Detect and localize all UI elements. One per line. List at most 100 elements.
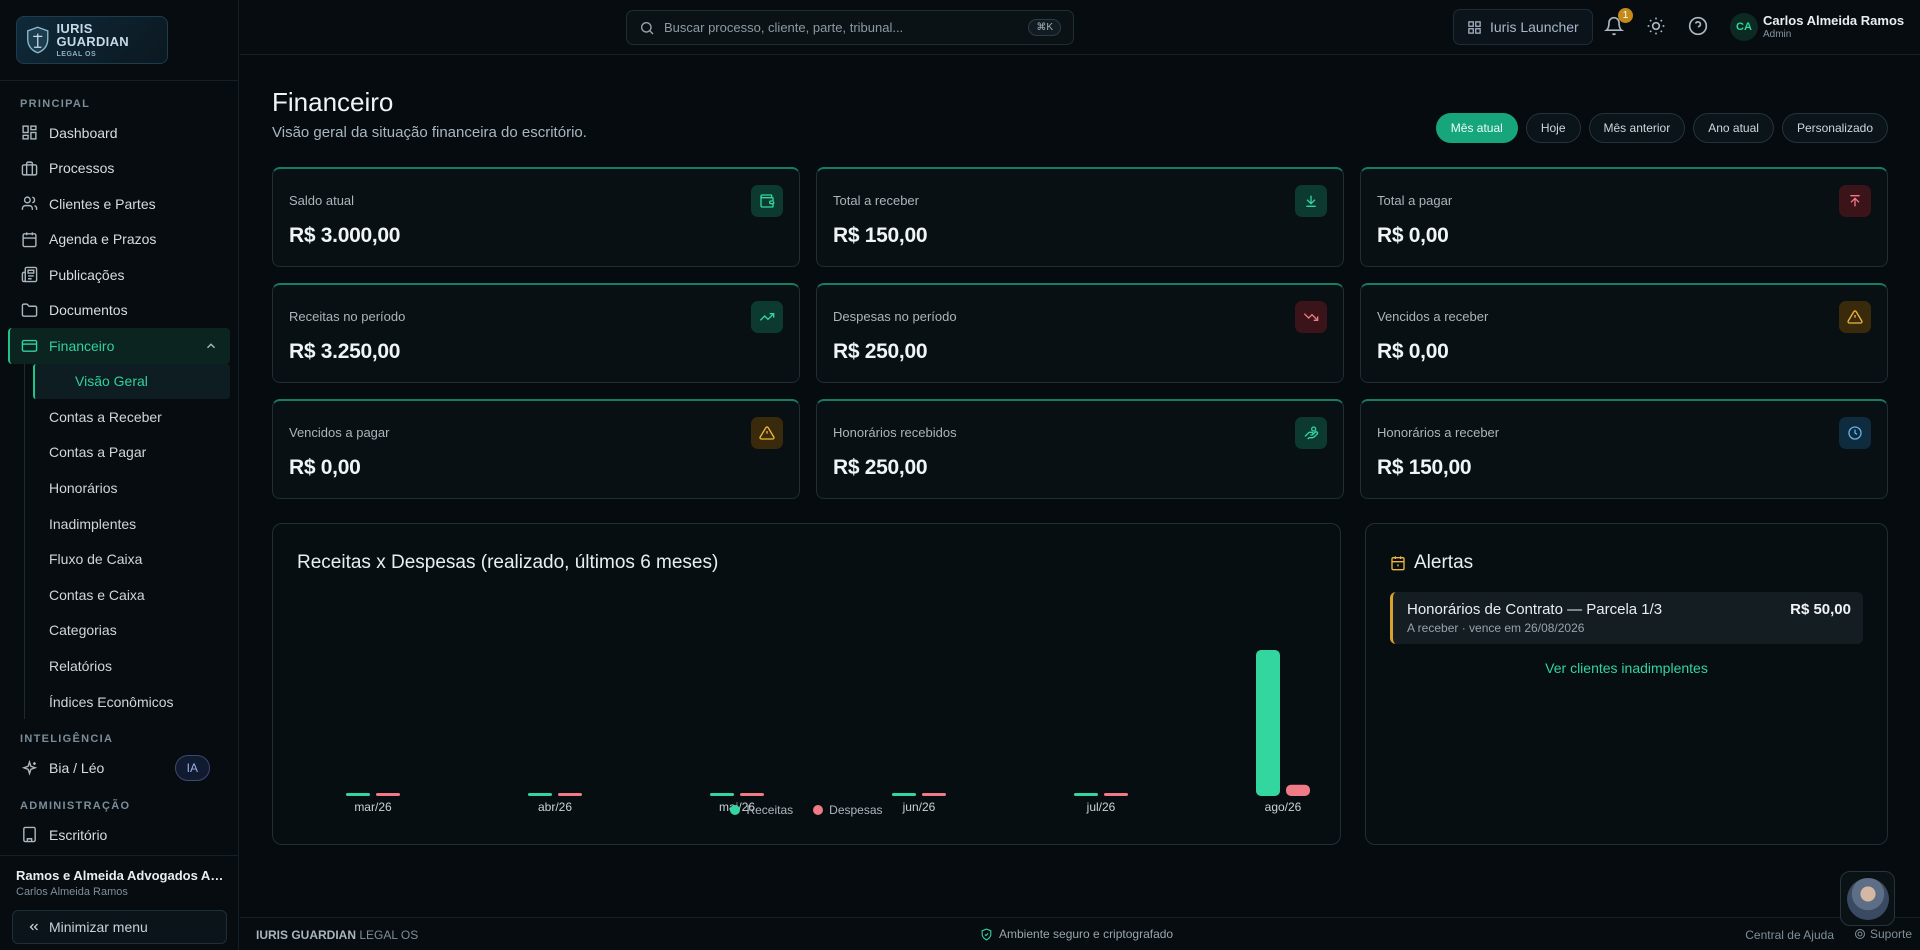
page-title: Financeiro xyxy=(272,87,394,117)
submenu-item-contas-pagar[interactable]: Contas a Pagar xyxy=(49,444,147,461)
launcher-label: Iuris Launcher xyxy=(1490,19,1579,35)
search-input[interactable] xyxy=(664,20,1004,35)
alert-item[interactable]: Honorários de Contrato — Parcela 1/3 A r… xyxy=(1390,592,1863,644)
period-mes-atual-button[interactable]: Mês atual xyxy=(1435,113,1518,143)
sidebar-item-label: Agenda e Prazos xyxy=(49,231,157,248)
bar-receitas-mai-26[interactable] xyxy=(710,793,734,796)
bar-receitas-mar-26[interactable] xyxy=(346,793,370,796)
kpi-card-saldo-atual: Saldo atual R$ 3.000,00 xyxy=(272,167,800,267)
wallet-icon xyxy=(21,340,38,353)
kpi-card-receitas-periodo: Receitas no período R$ 3.250,00 xyxy=(272,283,800,383)
submenu-item-visao-geral[interactable]: Visão Geral xyxy=(33,363,230,400)
building-icon xyxy=(23,826,36,843)
bar-despesas-mar-26[interactable] xyxy=(376,793,400,796)
launcher-button[interactable]: Iuris Launcher xyxy=(1453,9,1593,45)
users-icon xyxy=(21,196,38,211)
legend-item-receitas[interactable]: Receitas xyxy=(730,803,793,817)
kpi-label: Honorários recebidos xyxy=(833,425,957,440)
submenu-item-contas-caixa[interactable]: Contas e Caixa xyxy=(49,586,145,603)
alerts-panel: Alertas Honorários de Contrato — Parcela… xyxy=(1365,523,1888,845)
shield-check-icon xyxy=(981,928,992,941)
submenu-item-inadimplentes[interactable]: Inadimplentes xyxy=(49,515,137,532)
period-mes-anterior-button[interactable]: Mês anterior xyxy=(1588,113,1686,143)
warning-icon xyxy=(1847,310,1863,324)
sidebar-item-escritorio[interactable]: Escritório xyxy=(0,817,230,853)
sidebar-item-label: Dashboard xyxy=(49,124,118,141)
sidebar-item-documentos[interactable]: Documentos xyxy=(0,293,230,329)
x-tick-label: jul/26 xyxy=(1086,800,1116,814)
bar-despesas-ago-26[interactable] xyxy=(1286,784,1310,796)
search-icon xyxy=(641,21,654,34)
bar-despesas-jul-26[interactable] xyxy=(1104,793,1128,796)
assistant-avatar-icon xyxy=(1846,877,1889,920)
sidebar-item-bia-leo[interactable]: Bia / Léo IA xyxy=(0,750,230,786)
bar-despesas-jun-26[interactable] xyxy=(922,793,946,796)
sun-icon[interactable] xyxy=(1646,16,1666,36)
sidebar-item-publicacoes[interactable]: Publicações xyxy=(0,257,230,293)
kpi-value: R$ 250,00 xyxy=(833,456,928,479)
footer-brand-rest: LEGAL OS xyxy=(356,928,419,942)
submenu-item-categorias[interactable]: Categorias xyxy=(49,622,117,639)
kpi-value: R$ 3.250,00 xyxy=(289,340,401,363)
sidebar-item-dashboard[interactable]: Dashboard xyxy=(0,115,230,151)
footer-secure-label: Ambiente seguro e criptografado xyxy=(999,927,1174,941)
help-circle-icon[interactable] xyxy=(1688,16,1708,36)
logo[interactable]: IURIS GUARDIAN LEGAL OS xyxy=(16,16,168,64)
avatar[interactable]: CA xyxy=(1730,13,1758,41)
search-shortcut: ⌘K xyxy=(1028,19,1061,36)
x-tick-label: mar/26 xyxy=(354,800,392,814)
assistant-avatar-button[interactable] xyxy=(1840,871,1895,926)
sidebar-item-agenda[interactable]: Agenda e Prazos xyxy=(0,222,230,258)
period-hoje-button[interactable]: Hoje xyxy=(1525,113,1581,143)
financeiro-submenu: Visão Geral Contas a Receber Contas a Pa… xyxy=(24,363,238,720)
bar-despesas-mai-26[interactable] xyxy=(740,793,764,796)
topbar: ⌘K Iuris Launcher 1 CA Carlos Almeida Ra… xyxy=(240,0,1920,55)
bell-icon[interactable] xyxy=(1604,16,1624,36)
folder-icon xyxy=(21,303,38,317)
footer-brand: IURIS GUARDIAN LEGAL OS xyxy=(256,928,418,942)
warning-icon xyxy=(759,426,775,440)
submenu-item-relatorios[interactable]: Relatórios xyxy=(49,658,113,675)
sidebar-item-financeiro[interactable]: Financeiro xyxy=(8,328,230,364)
legend-item-despesas[interactable]: Despesas xyxy=(813,803,883,817)
sidebar-footer: Ramos e Almeida Advogados Associados Car… xyxy=(0,855,238,950)
alert-item-amount: R$ 50,00 xyxy=(1790,601,1851,618)
inadimplentes-link[interactable]: Ver clientes inadimplentes xyxy=(1545,660,1708,676)
kpi-card-honorarios-receber: Honorários a receber R$ 150,00 xyxy=(1360,399,1888,499)
minimize-menu-label: Minimizar menu xyxy=(49,919,148,935)
sidebar-item-label: Bia / Léo xyxy=(49,760,105,777)
hand-coins-icon xyxy=(1304,426,1319,440)
alert-item-subtitle: A receber · vence em 26/08/2026 xyxy=(1407,621,1585,635)
dashboard-icon xyxy=(22,125,37,140)
global-search[interactable]: ⌘K xyxy=(626,10,1074,45)
period-personalizado-button[interactable]: Personalizado xyxy=(1781,113,1888,143)
submenu-item-honorarios[interactable]: Honorários xyxy=(49,480,118,497)
bar-receitas-abr-26[interactable] xyxy=(528,793,552,796)
sidebar-item-clientes[interactable]: Clientes e Partes xyxy=(0,186,230,222)
shield-logo-icon xyxy=(27,26,49,54)
chevron-up-icon[interactable] xyxy=(204,339,218,353)
kpi-label: Total a pagar xyxy=(1377,193,1453,208)
office-name: Ramos e Almeida Advogados Associados xyxy=(16,868,226,883)
sidebar-item-label: Publicações xyxy=(49,266,125,283)
bar-receitas-ago-26[interactable] xyxy=(1256,650,1280,796)
bar-receitas-jun-26[interactable] xyxy=(892,793,916,796)
user-role: Admin xyxy=(1763,29,1792,40)
kpi-card-vencidos-pagar: Vencidos a pagar R$ 0,00 xyxy=(272,399,800,499)
minimize-menu-button[interactable]: Minimizar menu xyxy=(12,910,227,944)
bar-receitas-jul-26[interactable] xyxy=(1074,793,1098,796)
submenu-item-indices[interactable]: Índices Econômicos xyxy=(49,693,174,710)
sidebar-item-processos[interactable]: Processos xyxy=(0,151,230,187)
period-ano-atual-button[interactable]: Ano atual xyxy=(1693,113,1774,143)
bar-despesas-abr-26[interactable] xyxy=(558,793,582,796)
footer-brand-bold: IURIS GUARDIAN xyxy=(256,928,357,942)
help-center-link[interactable]: Central de Ajuda xyxy=(1745,928,1834,942)
calendar-alert-icon xyxy=(1391,556,1405,571)
submenu-item-contas-receber[interactable]: Contas a Receber xyxy=(49,408,162,425)
support-link[interactable]: Suporte xyxy=(1854,927,1912,941)
submenu-item-fluxo-caixa[interactable]: Fluxo de Caixa xyxy=(49,551,143,568)
legend-label: Despesas xyxy=(829,803,883,817)
user-name[interactable]: Carlos Almeida Ramos xyxy=(1763,13,1905,28)
legend-label: Receitas xyxy=(746,803,794,817)
